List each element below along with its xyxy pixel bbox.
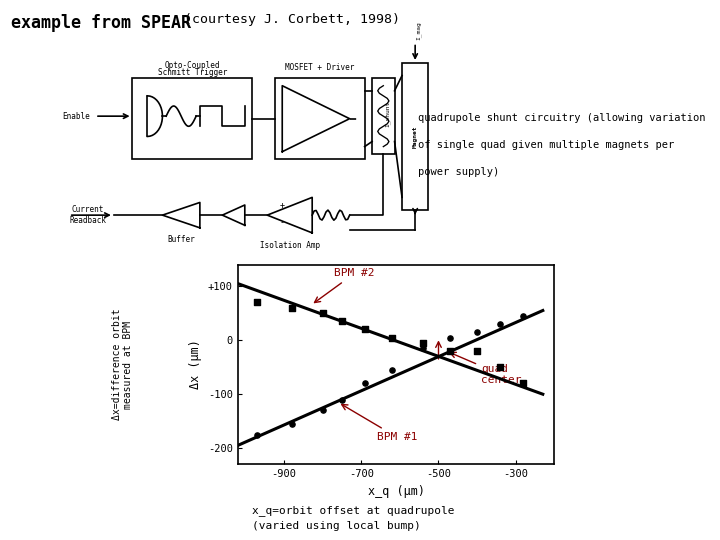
- Text: I_shunt: I_shunt: [384, 100, 390, 127]
- Text: MOSFET + Driver: MOSFET + Driver: [285, 63, 354, 72]
- Point: [418, 339, 429, 347]
- Text: +: +: [280, 200, 284, 210]
- Text: I_mag: I_mag: [416, 21, 422, 40]
- Bar: [402, 63, 428, 210]
- Point: [472, 347, 483, 355]
- Point: [336, 395, 348, 404]
- Text: Isolation Amp: Isolation Amp: [260, 240, 320, 249]
- Point: [518, 312, 529, 320]
- X-axis label: x_q (μm): x_q (μm): [367, 485, 425, 498]
- Text: example from SPEAR: example from SPEAR: [11, 14, 191, 31]
- Text: quadrupole shunt circuitry (allowing variation: quadrupole shunt circuitry (allowing var…: [418, 113, 705, 124]
- Point: [286, 303, 297, 312]
- Point: [336, 317, 348, 326]
- Text: Opto-Coupled: Opto-Coupled: [165, 62, 220, 71]
- Point: [495, 363, 506, 372]
- Point: [359, 379, 371, 388]
- Text: Magnet: Magnet: [413, 125, 418, 148]
- Point: [387, 366, 398, 374]
- Text: Schmitt Trigger: Schmitt Trigger: [158, 68, 227, 77]
- Text: (courtesy J. Corbett, 1998): (courtesy J. Corbett, 1998): [176, 14, 400, 26]
- Point: [286, 420, 297, 428]
- Text: Buffer: Buffer: [167, 235, 195, 245]
- Text: BPM #1: BPM #1: [342, 404, 417, 442]
- Text: x_q=orbit offset at quadrupole: x_q=orbit offset at quadrupole: [252, 505, 454, 516]
- Point: [444, 333, 456, 342]
- Bar: [132, 78, 252, 159]
- Text: -: -: [280, 218, 284, 227]
- Text: Enable: Enable: [63, 112, 90, 120]
- Text: quad
center: quad center: [450, 352, 521, 386]
- Point: [251, 430, 263, 439]
- Point: [359, 325, 371, 334]
- Text: power supply): power supply): [418, 167, 499, 178]
- Bar: [275, 78, 364, 159]
- Point: [444, 347, 456, 355]
- Point: [518, 379, 529, 388]
- Point: [472, 328, 483, 336]
- Point: [387, 333, 398, 342]
- Bar: [372, 78, 395, 154]
- Text: (varied using local bump): (varied using local bump): [252, 521, 420, 531]
- Text: BPM #2: BPM #2: [315, 268, 374, 302]
- Point: [495, 320, 506, 328]
- Y-axis label: Δx (μm): Δx (μm): [189, 340, 202, 389]
- Text: of single quad given multiple magnets per: of single quad given multiple magnets pe…: [418, 140, 674, 151]
- Text: Current
Readback: Current Readback: [69, 205, 106, 225]
- Point: [317, 406, 328, 415]
- Point: [418, 344, 429, 353]
- Point: [317, 309, 328, 318]
- Text: Δx=difference orbit
measured at BPM: Δx=difference orbit measured at BPM: [112, 309, 133, 420]
- Point: [251, 298, 263, 307]
